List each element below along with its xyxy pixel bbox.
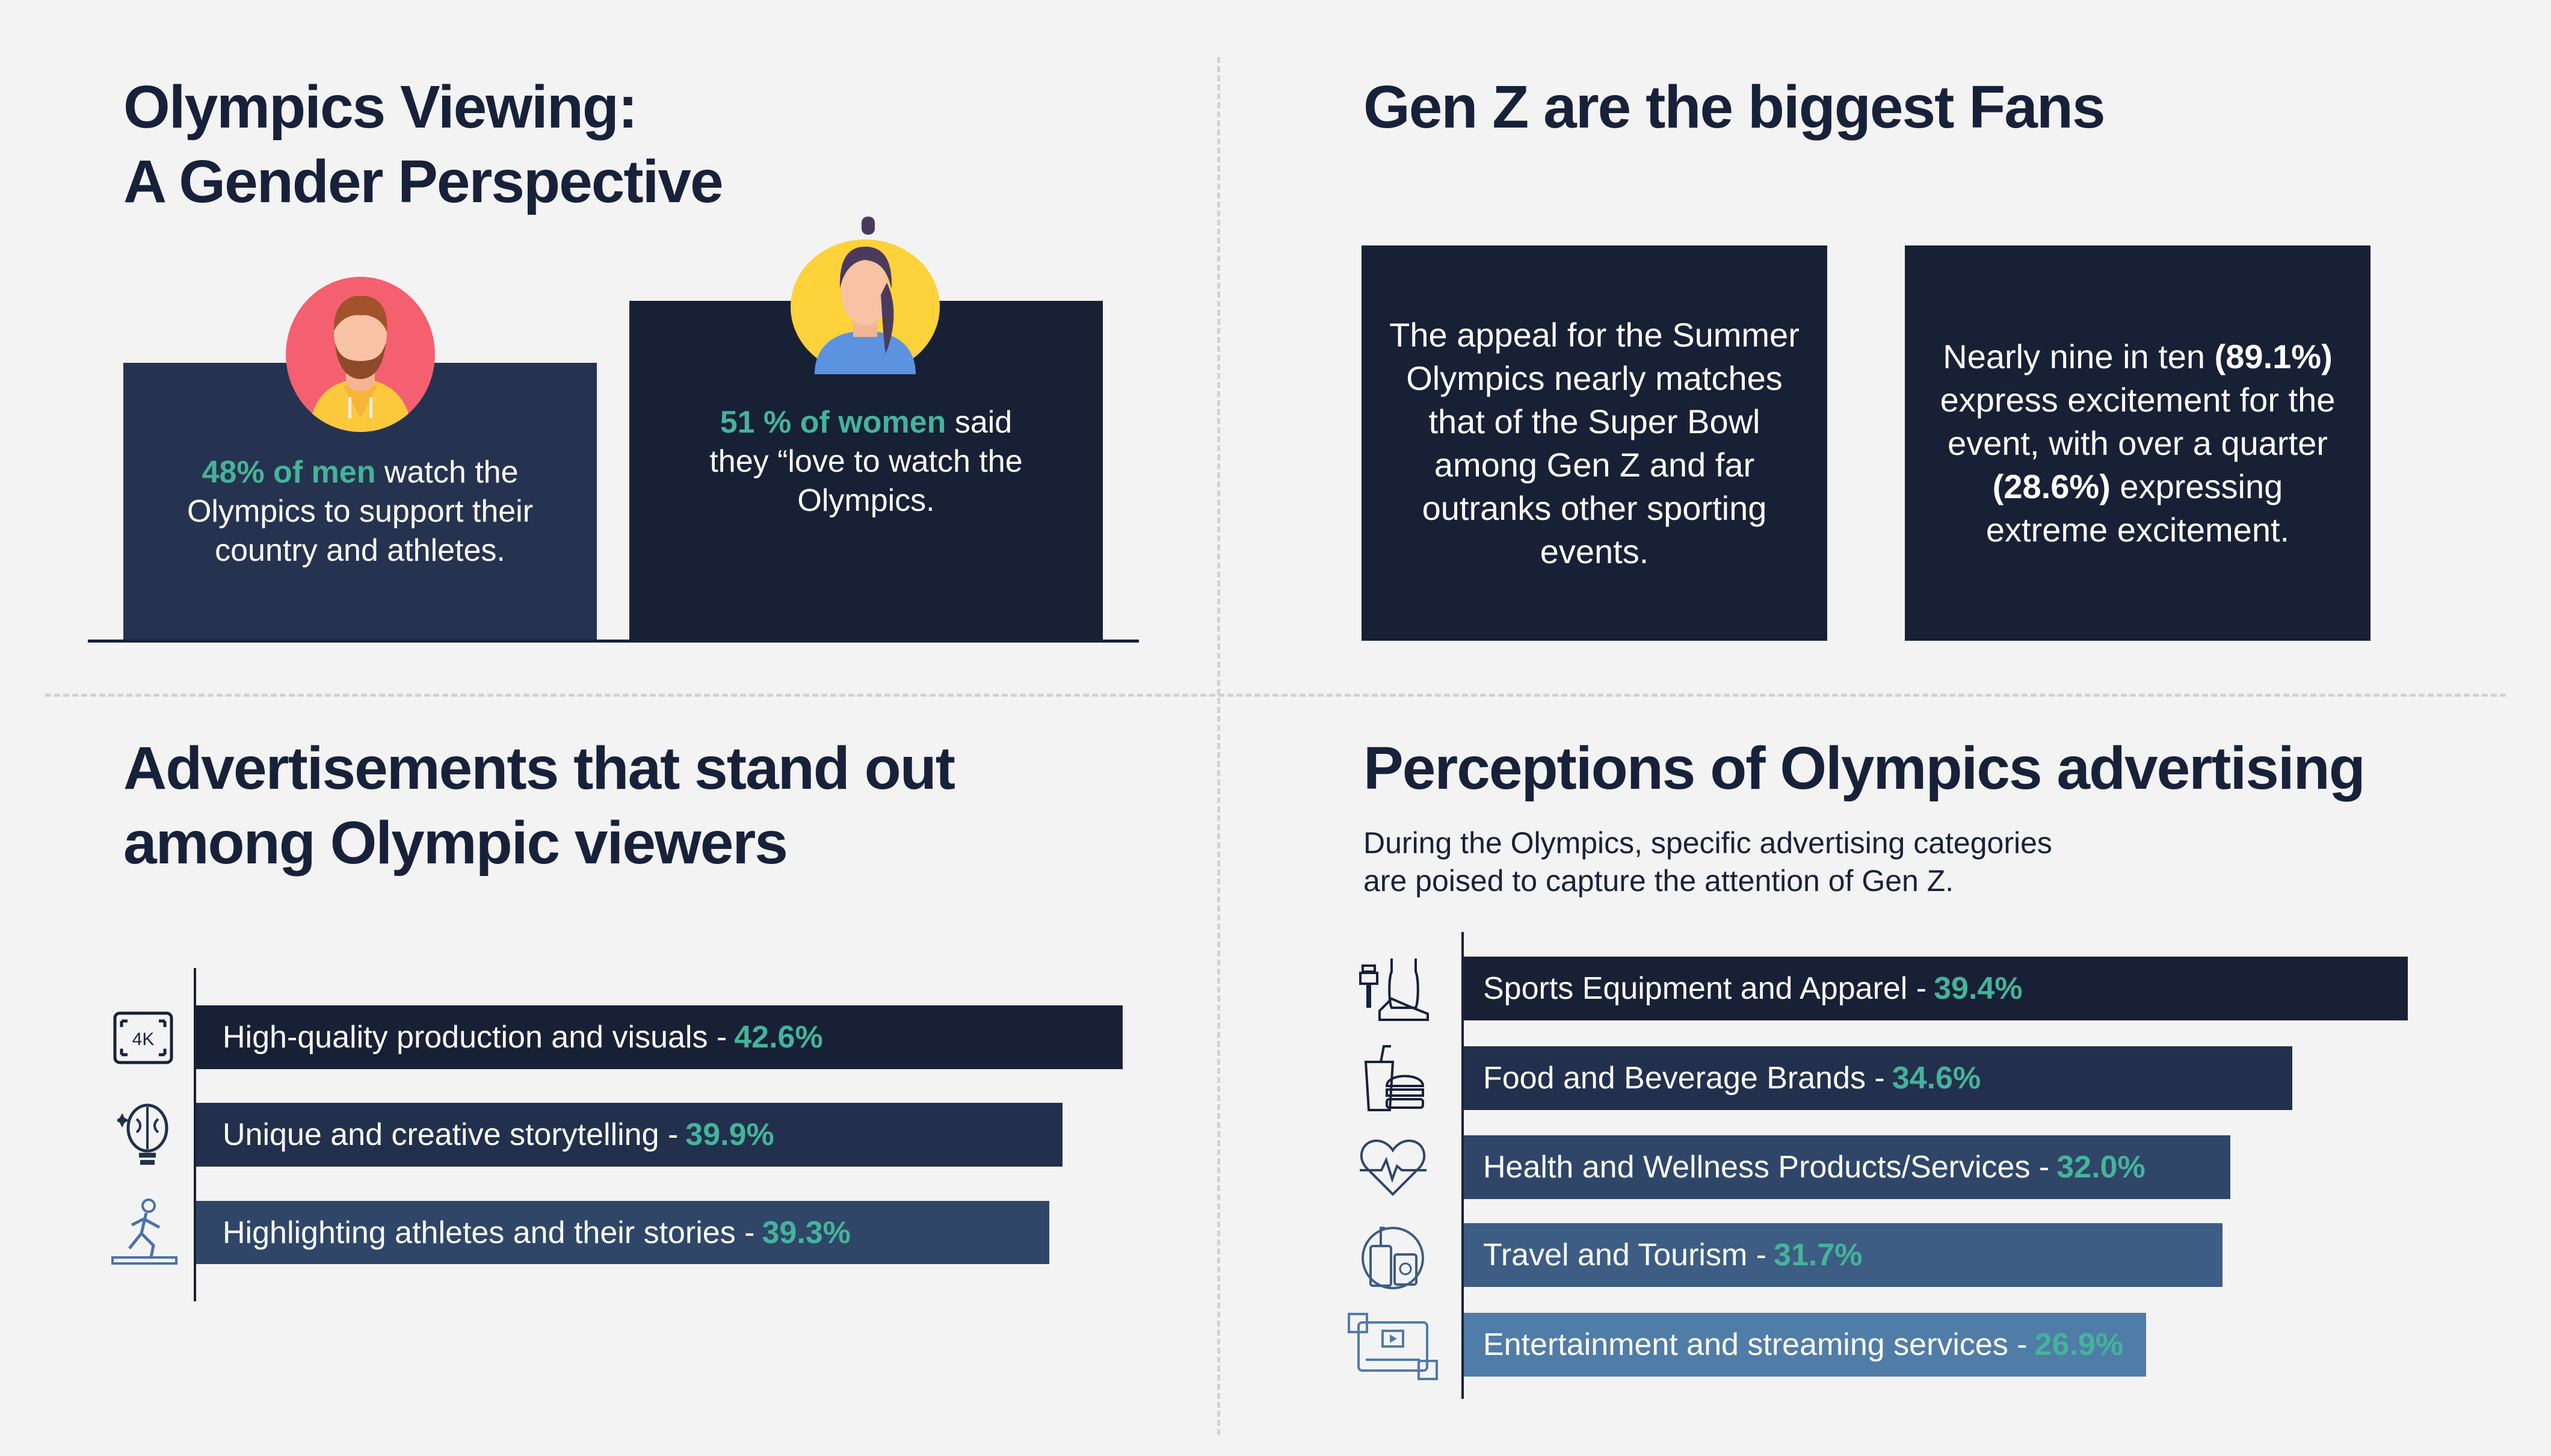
bar-label: Travel and Tourism -: [1483, 1238, 1767, 1272]
ads-title-line2: among Olympic viewers: [123, 809, 788, 877]
ads-bar-production: High-quality production and visuals - 42…: [196, 1005, 1123, 1069]
card2-stat-extreme: (28.6%): [1992, 467, 2111, 505]
gender-title-line1: Olympics Viewing:: [123, 73, 638, 141]
bar-label: Highlighting athletes and their stories …: [223, 1215, 755, 1250]
runner-icon: [111, 1197, 177, 1266]
perceptions-chart-axis: [1461, 932, 1464, 1399]
sports-equipment-icon: [1354, 954, 1432, 1023]
card2-part1: Nearly nine in ten: [1943, 337, 2215, 375]
travel-luggage-icon: [1357, 1221, 1429, 1294]
bar-value: 26.9%: [2034, 1327, 2124, 1362]
woman-avatar-icon: [791, 217, 940, 374]
svg-text:4K: 4K: [132, 1029, 154, 1049]
genz-card2-text: Nearly nine in ten (89.1%) express excit…: [1929, 335, 2346, 552]
bar-value: 34.6%: [1892, 1061, 1981, 1096]
perceptions-bar-sports: Sports Equipment and Apparel - 39.4%: [1464, 957, 2408, 1020]
bar-value: 39.9%: [685, 1117, 774, 1152]
4k-icon: 4K: [111, 1011, 174, 1065]
card2-stat-excitement: (89.1%): [2214, 337, 2333, 375]
bar-label: Unique and creative storytelling -: [223, 1117, 679, 1152]
perceptions-bar-health: Health and Wellness Products/Services - …: [1464, 1135, 2230, 1199]
ads-bar-storytelling: Unique and creative storytelling - 39.9%: [196, 1103, 1063, 1167]
bar-value: 31.7%: [1774, 1238, 1863, 1272]
vertical-divider: [1217, 57, 1220, 1435]
women-text: said they “love to watch the Olympics.: [709, 405, 1023, 518]
ads-chart-axis: [194, 968, 196, 1301]
women-highlight: 51 % of women: [720, 405, 946, 440]
women-statement: 51 % of women said they “love to watch t…: [698, 403, 1035, 520]
men-text: watch the Olympics to support their coun…: [187, 455, 534, 568]
gender-chart-baseline: [88, 640, 1139, 643]
ads-title: Advertisements that stand out among Olym…: [123, 731, 955, 880]
genz-card-super-bowl: The appeal for the Summer Olympics nearl…: [1362, 245, 1827, 641]
brain-lightbulb-icon: [114, 1101, 174, 1170]
bar-value: 39.4%: [1934, 971, 2023, 1006]
perceptions-title: Perceptions of Olympics advertising: [1363, 735, 2366, 802]
perceptions-bar-food: Food and Beverage Brands - 34.6%: [1464, 1046, 2292, 1110]
subtitle-line2: are poised to capture the attention of G…: [1363, 864, 1954, 898]
bar-value: 39.3%: [762, 1215, 851, 1250]
men-bar: 48% of men watch the Olympics to support…: [123, 363, 597, 641]
genz-title: Gen Z are the biggest Fans: [1363, 73, 2106, 141]
perceptions-bar-entertainment: Entertainment and streaming services - 2…: [1464, 1313, 2146, 1377]
bar-value: 42.6%: [734, 1020, 823, 1055]
genz-card1-text: The appeal for the Summer Olympics nearl…: [1389, 315, 1800, 570]
card2-part3: expressing extreme excitement.: [1985, 467, 2290, 549]
video-streaming-icon: [1348, 1312, 1438, 1381]
bar-label: Sports Equipment and Apparel -: [1483, 971, 1927, 1006]
bar-value: 32.0%: [2056, 1150, 2145, 1185]
perceptions-bar-travel: Travel and Tourism - 31.7%: [1464, 1223, 2222, 1287]
gender-title-line2: A Gender Perspective: [123, 148, 724, 215]
genz-card-excitement: Nearly nine in ten (89.1%) express excit…: [1905, 245, 2371, 641]
bar-label: High-quality production and visuals -: [223, 1020, 727, 1055]
man-avatar-icon: [286, 277, 435, 432]
ads-bar-athletes: Highlighting athletes and their stories …: [196, 1201, 1049, 1264]
ads-title-line1: Advertisements that stand out: [123, 735, 955, 802]
bar-label: Health and Wellness Products/Services -: [1483, 1150, 2050, 1185]
card2-part2: express excitement for the event, with o…: [1940, 380, 2336, 462]
subtitle-line1: During the Olympics, specific advertisin…: [1363, 826, 2052, 860]
men-highlight: 48% of men: [202, 455, 376, 490]
gender-title: Olympics Viewing: A Gender Perspective: [123, 70, 724, 219]
food-beverage-icon: [1357, 1044, 1429, 1113]
men-statement: 48% of men watch the Olympics to support…: [174, 453, 547, 570]
bar-label: Food and Beverage Brands -: [1483, 1061, 1885, 1096]
perceptions-subtitle: During the Olympics, specific advertisin…: [1363, 824, 2052, 900]
horizontal-divider: [45, 694, 2506, 697]
bar-label: Entertainment and streaming services -: [1483, 1327, 2028, 1362]
heart-pulse-icon: [1357, 1134, 1429, 1200]
